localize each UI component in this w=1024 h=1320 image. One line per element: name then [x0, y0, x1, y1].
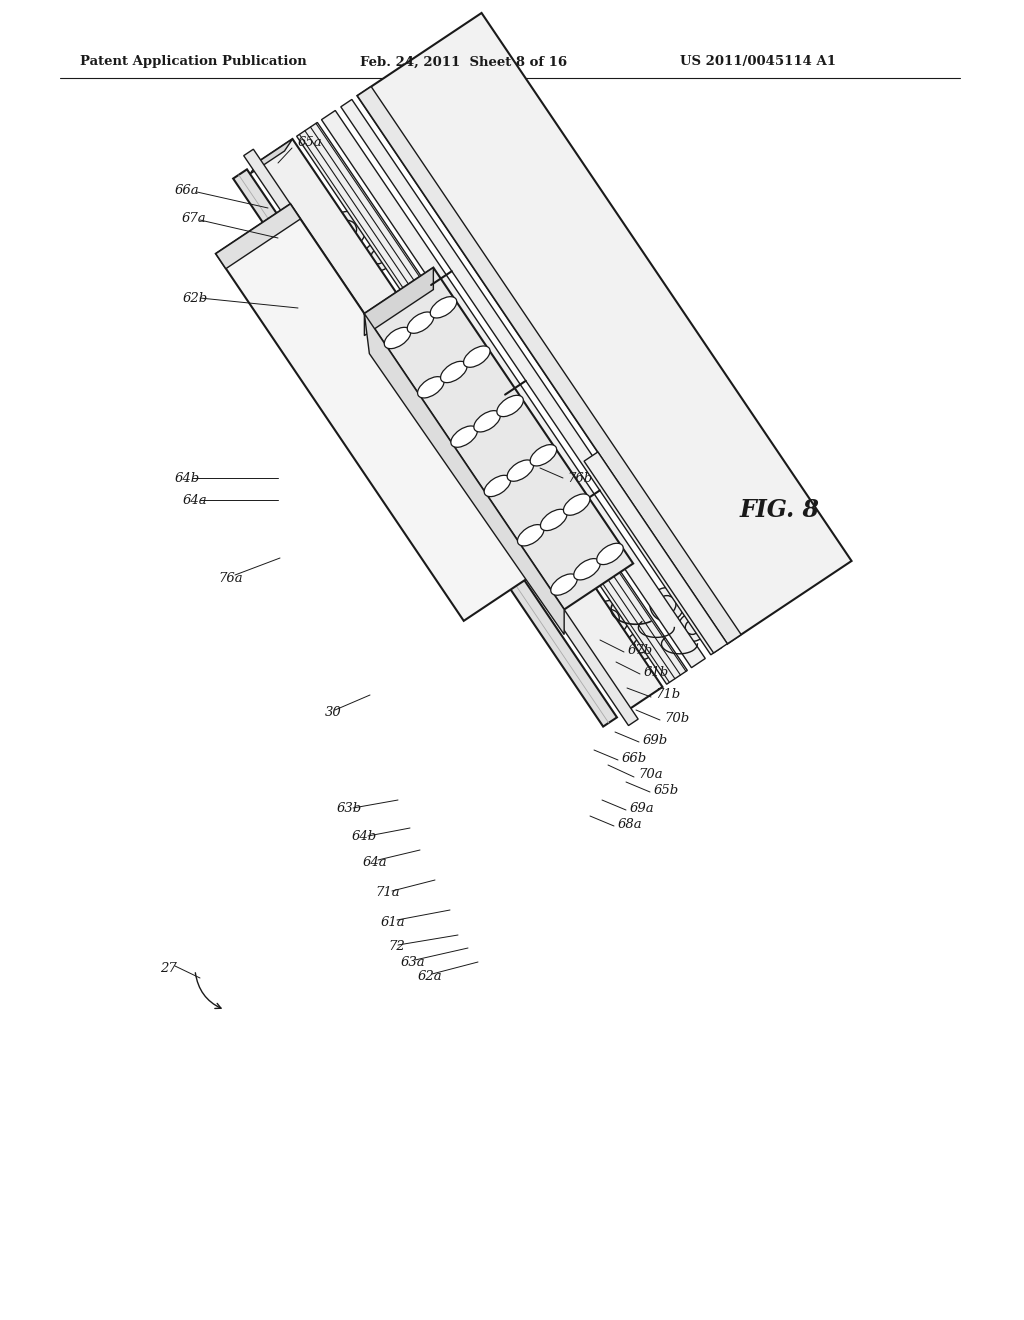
Ellipse shape: [464, 346, 490, 367]
Text: 30: 30: [325, 705, 342, 718]
Ellipse shape: [430, 297, 457, 318]
Bar: [423, 282, 436, 290]
Ellipse shape: [384, 327, 411, 348]
Ellipse shape: [530, 445, 557, 466]
Polygon shape: [357, 87, 741, 644]
Polygon shape: [365, 268, 633, 610]
Text: 69b: 69b: [643, 734, 669, 747]
Text: 76b: 76b: [567, 471, 592, 484]
Text: 65b: 65b: [654, 784, 679, 796]
Ellipse shape: [563, 494, 590, 515]
Polygon shape: [216, 205, 539, 620]
Ellipse shape: [597, 544, 624, 565]
Polygon shape: [250, 139, 293, 174]
Polygon shape: [357, 13, 852, 644]
Circle shape: [365, 243, 392, 271]
Polygon shape: [584, 451, 727, 653]
Text: 64a: 64a: [362, 855, 388, 869]
Ellipse shape: [484, 475, 511, 496]
Circle shape: [330, 211, 366, 247]
Polygon shape: [258, 139, 663, 710]
Circle shape: [678, 614, 707, 642]
Polygon shape: [244, 149, 638, 726]
Text: 64a: 64a: [183, 494, 208, 507]
Polygon shape: [341, 99, 722, 655]
Ellipse shape: [573, 558, 600, 579]
Text: 72: 72: [388, 940, 404, 953]
Ellipse shape: [474, 411, 501, 432]
Text: Feb. 24, 2011  Sheet 8 of 16: Feb. 24, 2011 Sheet 8 of 16: [360, 55, 567, 69]
Text: 76a: 76a: [218, 572, 243, 585]
Bar: [380, 247, 392, 255]
Text: US 2011/0045114 A1: US 2011/0045114 A1: [680, 55, 836, 69]
Text: 63a: 63a: [401, 956, 426, 969]
Bar: [492, 412, 504, 420]
Text: Patent Application Publication: Patent Application Publication: [80, 55, 307, 69]
Ellipse shape: [451, 426, 477, 447]
Bar: [497, 392, 511, 400]
Ellipse shape: [507, 459, 534, 482]
Bar: [565, 521, 578, 529]
Text: 67a: 67a: [182, 211, 207, 224]
Polygon shape: [216, 205, 300, 269]
Text: 66a: 66a: [175, 183, 200, 197]
Text: 63b: 63b: [337, 801, 362, 814]
Polygon shape: [297, 123, 687, 684]
Text: 62a: 62a: [418, 969, 442, 982]
Ellipse shape: [408, 312, 434, 334]
Polygon shape: [365, 314, 564, 635]
Circle shape: [627, 632, 654, 660]
Text: 64b: 64b: [175, 471, 201, 484]
Circle shape: [650, 587, 684, 622]
Text: 70b: 70b: [664, 711, 689, 725]
Text: 64b: 64b: [352, 829, 377, 842]
Text: 66b: 66b: [622, 751, 647, 764]
Circle shape: [592, 601, 629, 636]
Ellipse shape: [440, 362, 467, 383]
Ellipse shape: [551, 574, 578, 595]
Ellipse shape: [418, 376, 444, 397]
Text: 27: 27: [160, 961, 177, 974]
Bar: [602, 576, 614, 583]
Bar: [570, 502, 585, 510]
Text: 67b: 67b: [628, 644, 653, 656]
Text: 71b: 71b: [655, 689, 680, 701]
Polygon shape: [233, 169, 616, 726]
Text: 69a: 69a: [630, 801, 654, 814]
Text: 68a: 68a: [618, 818, 643, 832]
Text: FIG. 8: FIG. 8: [740, 498, 820, 521]
Bar: [343, 193, 355, 201]
Bar: [528, 466, 541, 474]
Text: 61a: 61a: [381, 916, 406, 928]
Ellipse shape: [497, 395, 523, 417]
Text: 70a: 70a: [638, 768, 663, 781]
Bar: [418, 302, 429, 310]
Text: 61b: 61b: [644, 665, 670, 678]
Polygon shape: [365, 268, 433, 335]
Text: 62b: 62b: [183, 292, 208, 305]
Ellipse shape: [517, 524, 544, 546]
Text: 65a: 65a: [298, 136, 323, 149]
Bar: [455, 356, 466, 364]
Polygon shape: [322, 111, 706, 668]
Text: 71a: 71a: [375, 886, 399, 899]
Ellipse shape: [541, 510, 567, 531]
